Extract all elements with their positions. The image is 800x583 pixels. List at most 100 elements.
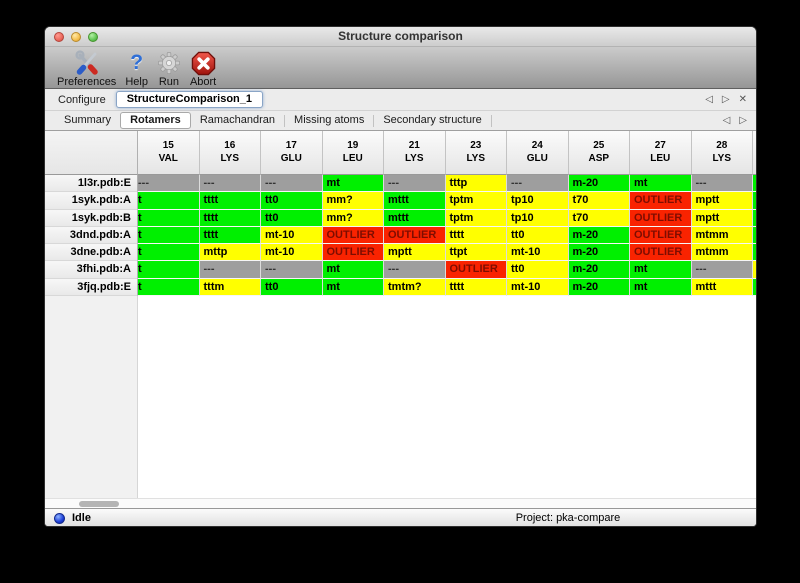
rotamer-cell[interactable]: mtmm — [691, 244, 753, 262]
rotamer-cell[interactable]: mt — [322, 261, 384, 279]
rotamer-cell[interactable]: mt — [630, 278, 692, 297]
rotamer-cell[interactable]: m-20 — [568, 175, 630, 193]
rotamer-cell[interactable]: mtmm — [691, 226, 753, 245]
rotamer-cell[interactable]: tttt — [199, 192, 261, 210]
rotamer-cell[interactable]: tttt — [445, 278, 507, 297]
rotamer-cell[interactable]: tptm — [445, 209, 507, 227]
rotamer-cell[interactable]: mt — [322, 278, 384, 297]
column-number: 25 — [593, 140, 605, 151]
rotamer-cell[interactable]: tmtm? — [384, 278, 446, 297]
rotamer-cell[interactable]: tptm — [445, 192, 507, 210]
rotamer-cell[interactable]: m-20 — [568, 261, 630, 279]
rotamer-cell[interactable]: mptt — [691, 192, 753, 210]
abort-button[interactable]: Abort — [190, 50, 216, 88]
rotamer-cell[interactable]: mt-10 — [507, 278, 569, 297]
configuration-selector-button[interactable]: StructureComparison_1 — [115, 91, 264, 108]
run-button[interactable]: Run — [157, 50, 181, 88]
prev-tab-icon[interactable]: ◁ — [722, 114, 731, 126]
rotamer-cell[interactable]: t — [138, 261, 200, 279]
rotamer-cell[interactable]: mt-10 — [507, 244, 569, 262]
rotamer-cell[interactable]: tttp — [445, 175, 507, 193]
rotamer-cell[interactable]: mptt — [384, 244, 446, 262]
next-tab-icon[interactable]: ▷ — [739, 114, 747, 126]
rotamer-cell[interactable]: mt-10 — [261, 244, 323, 262]
rotamer-cell[interactable]: OUTLIER — [445, 261, 507, 279]
tab-summary[interactable]: Summary — [64, 114, 112, 126]
rotamer-cell[interactable]: --- — [199, 261, 261, 279]
rotamer-cell[interactable]: mt — [630, 175, 692, 193]
rotamer-cell[interactable]: mt — [322, 175, 384, 193]
rotamer-cell[interactable]: OUTLIER — [630, 244, 692, 262]
tab-missing-atoms[interactable]: Missing atoms — [294, 114, 365, 126]
rotamer-cell[interactable]: mm? — [322, 209, 384, 227]
rotamer-cell[interactable]: tt0 — [261, 209, 323, 227]
rotamer-cell[interactable]: mttt — [384, 209, 446, 227]
rotamer-cell[interactable]: t — [138, 209, 200, 227]
column-number: 23 — [470, 140, 482, 151]
rotamer-cell[interactable]: mt — [630, 261, 692, 279]
rotamer-cell[interactable]: OUTLIER — [630, 209, 692, 227]
horizontal-scrollbar[interactable] — [45, 498, 756, 508]
rotamer-cell[interactable]: mttp — [199, 244, 261, 262]
scrollbar-thumb[interactable] — [79, 501, 119, 507]
rotamer-cell[interactable]: tp10 — [507, 209, 569, 227]
rotamer-cell[interactable]: mttt — [691, 278, 753, 297]
rotamer-cell[interactable]: m-20 — [568, 244, 630, 262]
rotamer-cell[interactable]: --- — [691, 261, 753, 279]
rotamer-cell[interactable]: --- — [691, 175, 753, 193]
minimize-window-button[interactable] — [71, 32, 81, 42]
preferences-button[interactable]: Preferences — [57, 50, 116, 88]
row-label[interactable]: 3fhi.pdb:A — [45, 261, 138, 279]
rotamer-cell[interactable]: tt0 — [507, 226, 569, 245]
rotamer-cell[interactable]: t70 — [568, 209, 630, 227]
rotamer-cell[interactable]: mm? — [322, 192, 384, 210]
rotamer-cell[interactable]: --- — [261, 261, 323, 279]
rotamer-cell[interactable]: ttpt — [445, 244, 507, 262]
rotamer-cell[interactable]: --- — [138, 175, 200, 193]
rotamer-cell[interactable]: --- — [199, 175, 261, 193]
close-configuration-icon[interactable]: ✕ — [738, 93, 747, 105]
rotamer-cell[interactable]: t70 — [568, 192, 630, 210]
rotamer-cell[interactable]: --- — [261, 175, 323, 193]
row-label[interactable]: 1l3r.pdb:E — [45, 175, 138, 193]
help-button[interactable]: ? Help — [125, 50, 148, 88]
rotamer-cell[interactable]: OUTLIER — [630, 192, 692, 210]
rotamer-cell[interactable]: OUTLIER — [630, 226, 692, 245]
rotamer-cell[interactable]: t — [138, 278, 200, 297]
rotamer-cell[interactable]: mptt — [691, 209, 753, 227]
rotamer-cell[interactable]: OUTLIER — [322, 226, 384, 245]
rotamer-cell[interactable]: m-20 — [568, 226, 630, 245]
tab-ramachandran[interactable]: Ramachandran — [199, 114, 276, 126]
rotamer-cell[interactable]: t — [138, 192, 200, 210]
row-label[interactable]: 3fjq.pdb:E — [45, 278, 138, 297]
rotamer-cell[interactable]: t — [138, 226, 200, 245]
row-label[interactable]: 3dne.pdb:A — [45, 244, 138, 262]
tab-secondary-structure[interactable]: Secondary structure — [383, 114, 482, 126]
rotamer-cell[interactable]: --- — [384, 261, 446, 279]
zoom-window-button[interactable] — [88, 32, 98, 42]
next-configuration-icon[interactable]: ▷ — [721, 93, 730, 105]
rotamer-cell[interactable]: tttt — [199, 209, 261, 227]
rotamer-cell[interactable]: OUTLIER — [384, 226, 446, 245]
rotamer-cell[interactable]: tt0 — [507, 261, 569, 279]
rotamer-cell[interactable]: --- — [507, 175, 569, 193]
rotamer-cell[interactable]: OUTLIER — [322, 244, 384, 262]
rotamer-cell[interactable]: m-20 — [568, 278, 630, 297]
close-window-button[interactable] — [54, 32, 64, 42]
rotamer-cell[interactable]: tttt — [199, 226, 261, 245]
row-label[interactable]: 1syk.pdb:B — [45, 209, 138, 227]
rotamer-cell[interactable]: tp10 — [507, 192, 569, 210]
rotamer-cell[interactable]: mttt — [384, 192, 446, 210]
prev-configuration-icon[interactable]: ◁ — [705, 93, 713, 105]
rotamer-cell[interactable]: --- — [384, 175, 446, 193]
tab-rotamers[interactable]: Rotamers — [120, 112, 191, 129]
row-label[interactable]: 1syk.pdb:A — [45, 192, 138, 210]
title-bar[interactable]: Structure comparison — [45, 27, 756, 47]
rotamer-cell[interactable]: t — [138, 244, 200, 262]
rotamer-cell[interactable]: tttm — [199, 278, 261, 297]
rotamer-cell[interactable]: tt0 — [261, 192, 323, 210]
row-label[interactable]: 3dnd.pdb:A — [45, 226, 138, 245]
rotamer-cell[interactable]: mt-10 — [261, 226, 323, 245]
rotamer-cell[interactable]: tt0 — [261, 278, 323, 297]
rotamer-cell[interactable]: tttt — [445, 226, 507, 245]
